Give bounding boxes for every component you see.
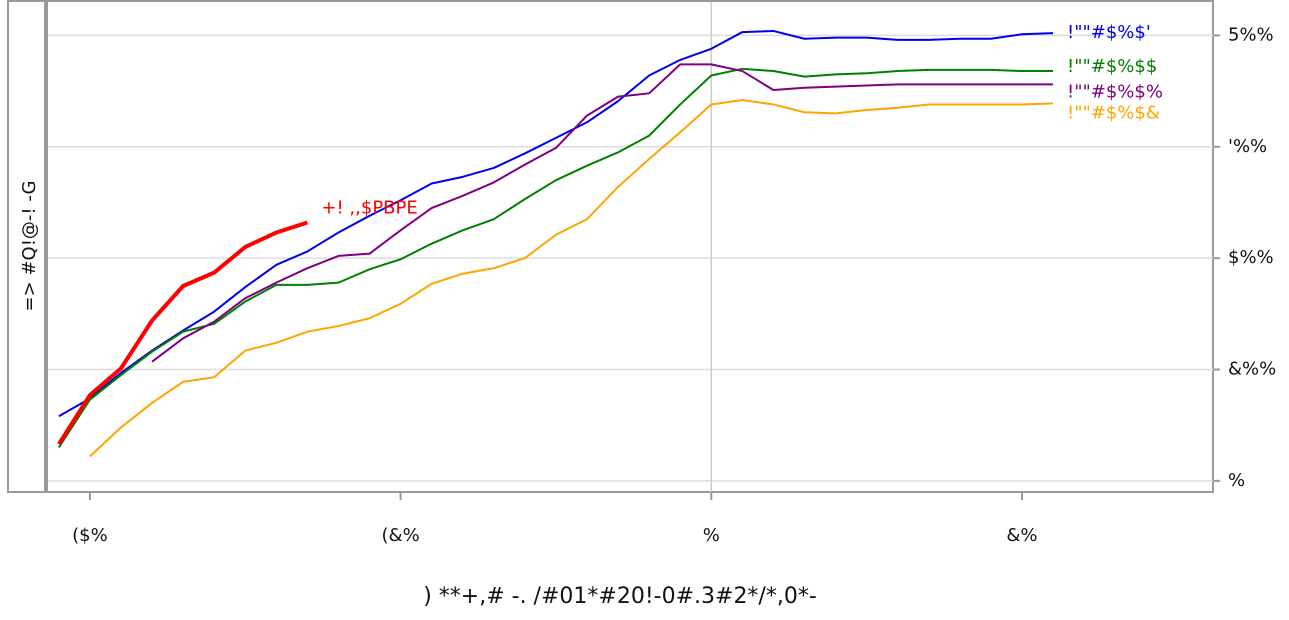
y-tick-label: 5%% <box>1228 24 1274 45</box>
y-tick-label: '%% <box>1228 136 1267 157</box>
series-label: !""#$%$' <box>1067 22 1151 43</box>
x-tick-label: (&% <box>382 525 420 546</box>
x-tick-label: % <box>703 525 720 546</box>
series-line <box>58 67 1054 448</box>
y-tick-label: &%% <box>1228 359 1276 380</box>
series-line <box>89 99 1054 458</box>
y-tick-label: $%% <box>1228 247 1274 268</box>
series-line <box>151 63 1054 363</box>
x-axis-label: ) **+,# -. /#01*#20!-0#.3#2*/*,0*- <box>423 584 817 609</box>
series-label: +! ,,$PBPE <box>321 198 417 219</box>
series-label: !""#$%$$ <box>1067 56 1157 77</box>
x-tick-label: &% <box>1006 525 1037 546</box>
series-line <box>58 29 1054 418</box>
x-tick-label: ($% <box>72 525 108 546</box>
y-spine <box>44 1 48 492</box>
series-line <box>57 220 309 446</box>
plot-frame <box>7 0 1214 493</box>
series-label: !""#$%$& <box>1067 102 1160 123</box>
y-tick-label: % <box>1228 470 1245 491</box>
y-axis-label: => #Q!@-! -G <box>19 181 40 312</box>
series-label: !""#$%$% <box>1067 81 1163 102</box>
